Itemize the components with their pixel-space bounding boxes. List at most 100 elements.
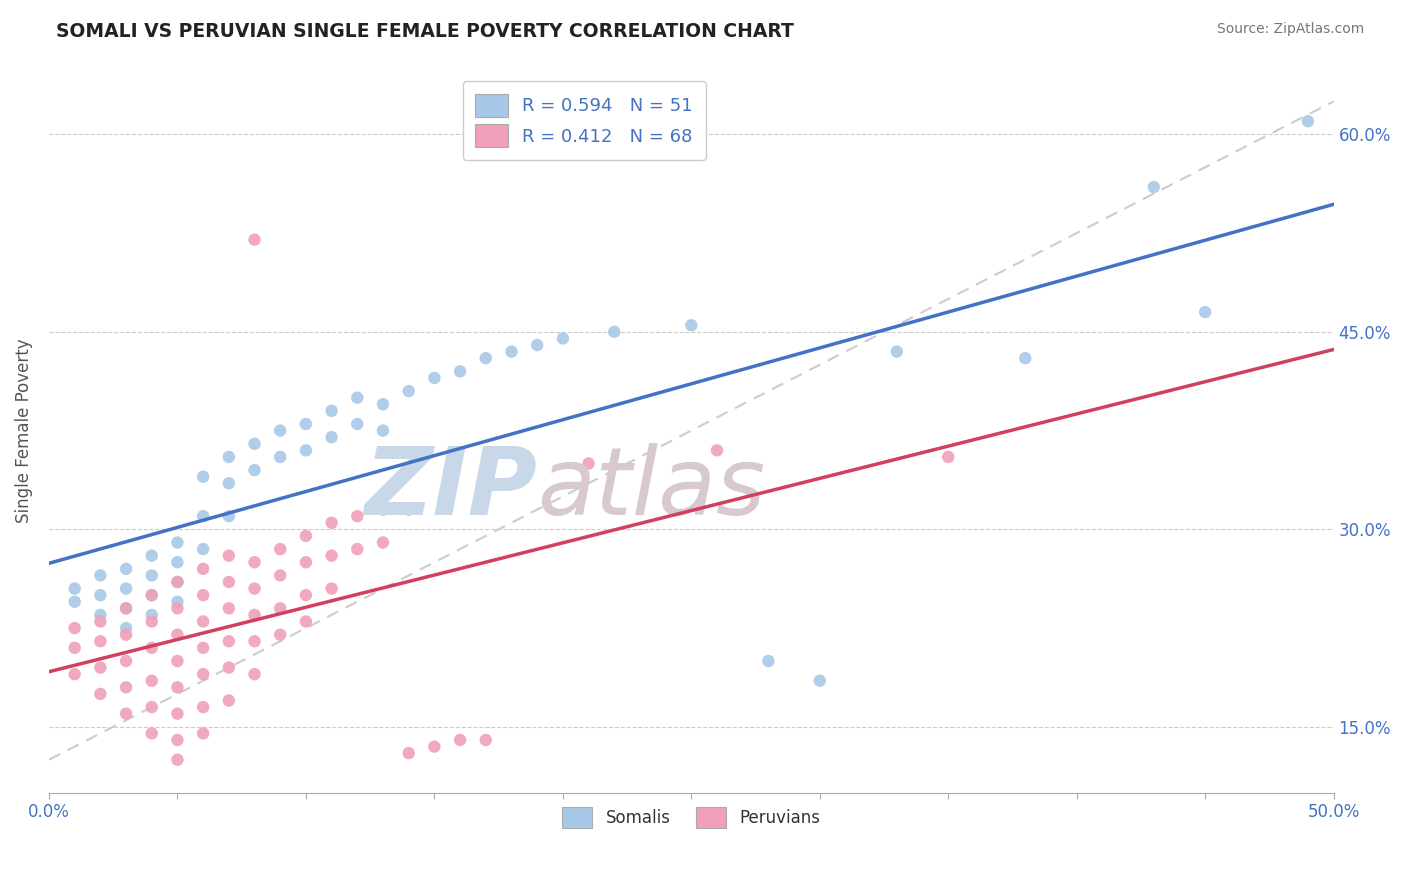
Point	[166, 628, 188, 642]
Point	[115, 621, 138, 635]
Point	[115, 654, 138, 668]
Point	[141, 549, 163, 563]
Point	[218, 549, 240, 563]
Point	[243, 634, 266, 648]
Text: atlas: atlas	[537, 443, 765, 534]
Legend: Somalis, Peruvians: Somalis, Peruvians	[555, 800, 827, 835]
Y-axis label: Single Female Poverty: Single Female Poverty	[15, 338, 32, 523]
Point	[218, 450, 240, 464]
Point	[321, 430, 343, 444]
Text: ZIP: ZIP	[364, 442, 537, 534]
Point	[371, 397, 394, 411]
Point	[89, 660, 111, 674]
Point	[526, 338, 548, 352]
Point	[269, 450, 291, 464]
Point	[89, 588, 111, 602]
Point	[218, 476, 240, 491]
Point	[321, 549, 343, 563]
Point	[63, 667, 86, 681]
Point	[1143, 180, 1166, 194]
Point	[398, 384, 420, 398]
Point	[321, 516, 343, 530]
Point	[141, 615, 163, 629]
Point	[218, 509, 240, 524]
Point	[551, 331, 574, 345]
Text: SOMALI VS PERUVIAN SINGLE FEMALE POVERTY CORRELATION CHART: SOMALI VS PERUVIAN SINGLE FEMALE POVERTY…	[56, 22, 794, 41]
Point	[115, 706, 138, 721]
Point	[371, 535, 394, 549]
Point	[243, 582, 266, 596]
Point	[371, 502, 394, 516]
Point	[141, 568, 163, 582]
Point	[346, 391, 368, 405]
Point	[936, 450, 959, 464]
Point	[1296, 114, 1319, 128]
Point	[166, 753, 188, 767]
Point	[218, 574, 240, 589]
Point	[115, 582, 138, 596]
Point	[166, 601, 188, 615]
Point	[63, 640, 86, 655]
Point	[578, 457, 600, 471]
Point	[63, 595, 86, 609]
Point	[474, 351, 496, 366]
Point	[1014, 351, 1036, 366]
Point	[218, 601, 240, 615]
Point	[191, 542, 214, 557]
Point	[166, 595, 188, 609]
Point	[398, 502, 420, 516]
Point	[166, 681, 188, 695]
Point	[706, 443, 728, 458]
Point	[269, 628, 291, 642]
Point	[89, 568, 111, 582]
Point	[141, 607, 163, 622]
Point	[243, 233, 266, 247]
Point	[89, 687, 111, 701]
Point	[191, 588, 214, 602]
Point	[166, 555, 188, 569]
Point	[269, 568, 291, 582]
Point	[321, 404, 343, 418]
Point	[191, 667, 214, 681]
Point	[63, 621, 86, 635]
Point	[166, 706, 188, 721]
Point	[166, 574, 188, 589]
Point	[295, 417, 318, 431]
Point	[218, 660, 240, 674]
Point	[141, 700, 163, 714]
Point	[191, 700, 214, 714]
Point	[321, 582, 343, 596]
Point	[423, 739, 446, 754]
Point	[886, 344, 908, 359]
Point	[449, 364, 471, 378]
Point	[218, 634, 240, 648]
Text: Source: ZipAtlas.com: Source: ZipAtlas.com	[1216, 22, 1364, 37]
Point	[115, 601, 138, 615]
Point	[191, 726, 214, 740]
Point	[191, 469, 214, 483]
Point	[681, 318, 703, 333]
Point	[295, 555, 318, 569]
Point	[166, 535, 188, 549]
Point	[218, 693, 240, 707]
Point	[603, 325, 626, 339]
Point	[141, 673, 163, 688]
Point	[115, 628, 138, 642]
Point	[295, 443, 318, 458]
Point	[191, 562, 214, 576]
Point	[166, 574, 188, 589]
Point	[501, 344, 523, 359]
Point	[423, 371, 446, 385]
Point	[166, 733, 188, 747]
Point	[243, 667, 266, 681]
Point	[63, 582, 86, 596]
Point	[449, 733, 471, 747]
Point	[89, 607, 111, 622]
Point	[398, 746, 420, 760]
Point	[115, 562, 138, 576]
Point	[371, 424, 394, 438]
Point	[346, 417, 368, 431]
Point	[808, 673, 831, 688]
Point	[115, 601, 138, 615]
Point	[89, 615, 111, 629]
